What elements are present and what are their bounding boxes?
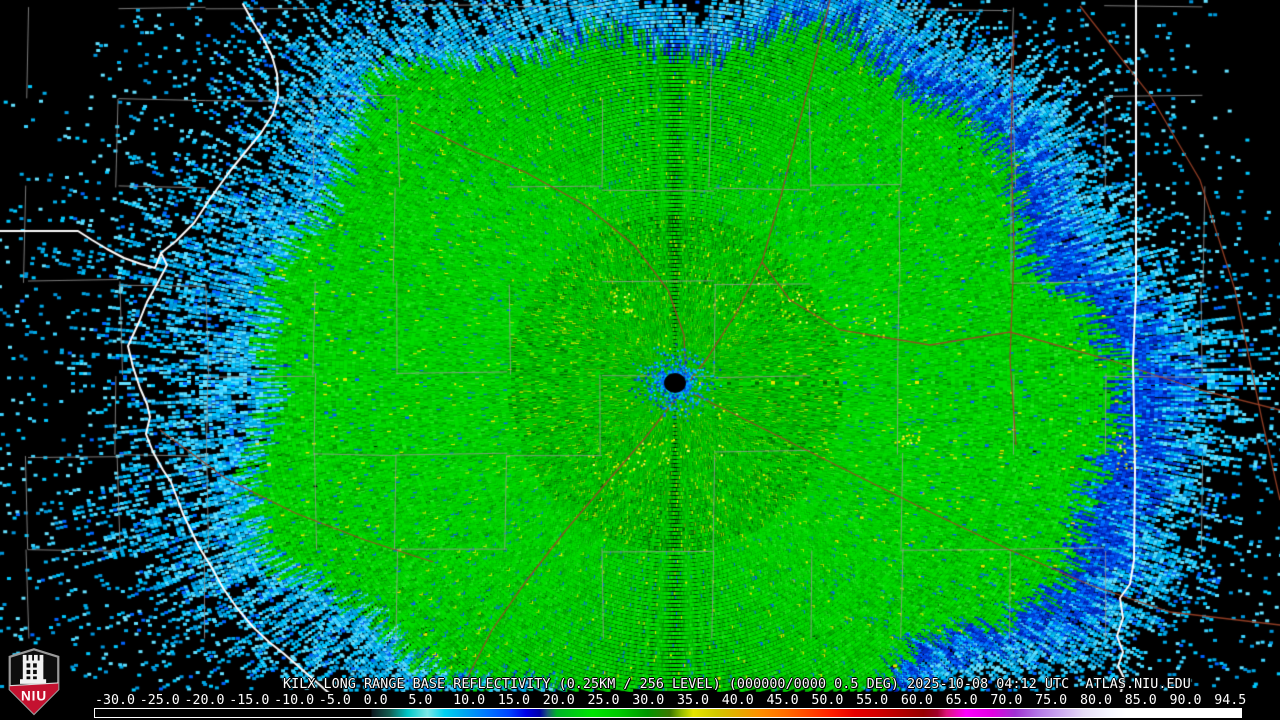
logo-red-banner xyxy=(9,682,59,714)
logo-text: NIU xyxy=(21,689,47,704)
product-title: KILX LONG RANGE BASE REFLECTIVITY (0.25K… xyxy=(283,677,1191,692)
colorbar-label: 5.0 xyxy=(408,693,433,708)
colorbar-label: 80.0 xyxy=(1079,693,1112,708)
colorbar-label: 94.5 xyxy=(1214,693,1247,708)
colorbar-label: 65.0 xyxy=(945,693,978,708)
colorbar-label: 85.0 xyxy=(1124,693,1157,708)
colorbar-label: 50.0 xyxy=(811,693,844,708)
colorbar-label: 15.0 xyxy=(497,693,530,708)
colorbar-label: 20.0 xyxy=(542,693,575,708)
colorbar-label: 30.0 xyxy=(632,693,665,708)
colorbar-label: 10.0 xyxy=(453,693,486,708)
reflectivity-scale-bar: -30.0 -25.0 -20.0 -15.0 -10.0 -5.0 0.0 5.0 10.0 1… xyxy=(0,692,1280,720)
colorbar-gradient xyxy=(94,708,1242,718)
colorbar-label: 75.0 xyxy=(1035,693,1068,708)
colorbar-label: 90.0 xyxy=(1169,693,1202,708)
colorbar-label: -20.0 xyxy=(184,693,225,708)
colorbar-label: 40.0 xyxy=(721,693,754,708)
colorbar-label: 25.0 xyxy=(587,693,620,708)
colorbar-label: -5.0 xyxy=(318,693,351,708)
colorbar-label: 55.0 xyxy=(856,693,889,708)
castle-icon xyxy=(20,654,47,684)
colorbar-label: 45.0 xyxy=(766,693,799,708)
colorbar-label: -15.0 xyxy=(229,693,270,708)
colorbar-label: 0.0 xyxy=(363,693,388,708)
niu-logo: NIU xyxy=(8,648,60,716)
colorbar-label: 70.0 xyxy=(990,693,1023,708)
logo-banner-edge xyxy=(9,682,59,687)
colorbar-label: 60.0 xyxy=(900,693,933,708)
colorbar-label: -10.0 xyxy=(274,693,315,708)
colorbar-label: -30.0 xyxy=(95,693,136,708)
colorbar-label: -25.0 xyxy=(139,693,180,708)
colorbar-label: 35.0 xyxy=(677,693,710,708)
